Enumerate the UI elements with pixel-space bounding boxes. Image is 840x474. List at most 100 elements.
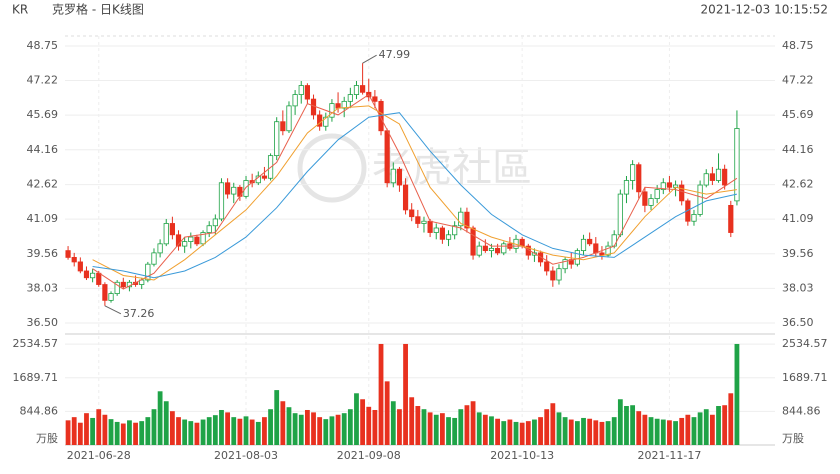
volume-bar [225,412,231,445]
max-pointer [362,54,377,64]
volume-bar [556,412,562,445]
volume-bar [667,420,672,445]
volume-bar [390,401,396,445]
x-tick-label: 2021-08-03 [214,449,278,462]
volume-bar [599,421,605,445]
candle-body [188,236,194,242]
candle-body [439,227,445,240]
volume-bar [182,419,188,445]
candle-body [304,85,310,100]
volume-bar [311,412,316,445]
candle-body [90,272,96,279]
volume-bar [219,409,224,445]
x-tick-label: 2021-09-08 [337,449,401,462]
candle-body [384,130,390,184]
volume-bar [482,414,488,445]
candle-body [421,220,427,224]
candle-body [102,284,108,301]
volume-bar [329,416,335,445]
candle-body [194,236,200,245]
watermark-logo [297,133,367,203]
volume-bar [519,422,525,445]
volume-bar [157,391,163,445]
candle-body [495,247,501,254]
volume-bar [274,390,280,445]
candle-body [630,164,636,181]
candle-body [163,223,169,245]
candle-body [709,173,715,181]
candle-body [231,186,237,195]
candle-body [108,293,114,301]
volume-bar [574,421,580,445]
candle-body [593,243,599,254]
volume-bar [470,401,476,445]
volume-bar [611,417,617,445]
max-label: 47.99 [379,48,411,61]
y-tick-label: 1689.71 [13,371,59,384]
candle-body [433,227,439,233]
x-tick-label: 2021-06-28 [67,449,131,462]
volume-bar [384,381,390,445]
candle-body [83,270,90,279]
ma-line [92,93,738,290]
candle-body [679,184,685,202]
candle-body [722,168,728,186]
candle-body [347,94,353,102]
y-tick-label: 45.69 [27,108,59,121]
volume-bar [532,419,537,445]
volume-bar [335,414,341,445]
y-tick-label: 41.09 [27,212,59,225]
candle-body [562,259,568,270]
volume-bar [617,399,623,445]
volume-bar [77,422,83,445]
volume-bar [366,406,372,445]
volume-bar [96,409,102,445]
volume-bar [341,413,347,445]
candle-body [402,184,409,211]
x-tick-label: 2021-10-13 [490,449,554,462]
candle-body [323,116,329,127]
volume-bar [237,418,243,445]
volume-bar [292,413,298,445]
volume-bar [163,401,169,445]
volume-bar [194,422,200,445]
candle-body [703,173,709,186]
volume-bar [127,420,132,445]
volume-bar [212,415,218,445]
candle-body [452,225,458,236]
volume-bar [446,417,451,445]
candle-body [427,220,433,233]
y-tick-label: 844.86 [20,404,59,417]
candle-body [65,250,71,258]
chart-title: 克罗格 - 日K线图 [52,2,144,17]
candle-body [697,184,703,215]
candle-body [243,180,249,197]
candle-body [458,211,464,227]
volume-bar [624,406,629,445]
candle-body [580,238,587,252]
min-pointer [104,305,122,315]
volume-bar [206,417,212,445]
candle-body [175,234,182,247]
volume-bar [722,405,728,445]
volume-bar [452,417,458,445]
y-tick-label: 2534.57 [13,337,59,350]
min-label: 37.26 [123,307,154,320]
candle-body [212,218,218,227]
volume-bar [568,419,574,445]
y-tick-label: 38.03 [27,281,59,294]
volume-bar [243,416,249,445]
volume-bar [513,421,519,445]
y-tick-label-right: 1689.71 [782,371,828,384]
y-tick-label-right: 39.56 [782,247,814,260]
volume-bar [139,421,145,445]
volume-bar [673,421,678,445]
volume-bar [525,421,531,445]
volume-bar [360,399,366,445]
candle-body [292,94,298,107]
volume-bar [304,409,310,445]
candle-body [574,250,580,265]
candle-body [691,214,697,222]
y-tick-label-right: 41.09 [782,212,814,225]
volume-bar [716,406,721,445]
